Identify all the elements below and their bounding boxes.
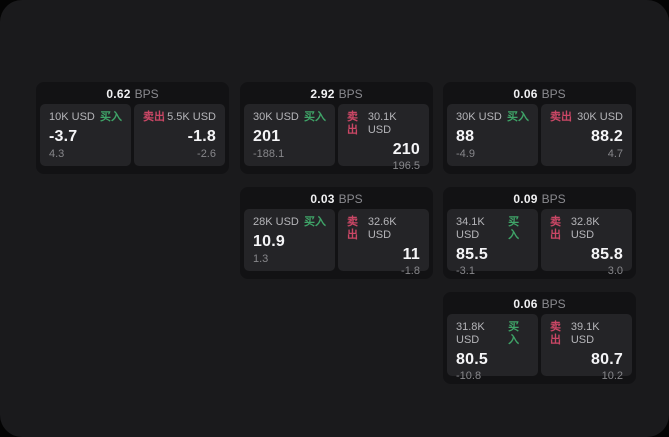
buy-amount: 28K USD	[253, 216, 299, 228]
buy-amount: 10K USD	[49, 111, 95, 123]
bps-unit-label: BPS	[134, 87, 159, 101]
sell-amount: 32.6K USD	[367, 216, 397, 241]
bps-unit-label: BPS	[541, 297, 566, 311]
buy-price: 10.9	[253, 233, 285, 250]
buy-side-label: 买入	[304, 216, 326, 228]
card-header: 0.09 BPS	[443, 187, 636, 209]
sell-side-label: 卖出	[347, 111, 358, 136]
sell-side-label: 卖出	[550, 216, 561, 241]
quote-card: 0.09 BPS 34.1K USD 买入 85.5 -3.1 卖出 32.8K…	[443, 187, 636, 279]
bps-unit-label: BPS	[541, 87, 566, 101]
buy-panel[interactable]: 30K USD 买入 88 -4.9	[447, 104, 538, 166]
bps-value: 0.62	[106, 87, 131, 101]
bps-value: 0.03	[310, 192, 335, 206]
quote-card: 2.92 BPS 30K USD 买入 201 -188.1 卖出 30.1K …	[240, 82, 433, 174]
sell-amount: 39.1K USD	[570, 321, 600, 346]
sell-sub-value: -1.8	[401, 265, 420, 277]
buy-side-label: 买入	[507, 111, 529, 123]
bps-value: 0.06	[513, 87, 538, 101]
bps-value: 0.09	[513, 192, 538, 206]
sell-amount: 30.1K USD	[367, 111, 397, 136]
sell-side-label: 卖出	[347, 216, 358, 241]
buy-price: 201	[253, 128, 281, 145]
card-header: 0.03 BPS	[240, 187, 433, 209]
quote-card: 0.06 BPS 31.8K USD 买入 80.5 -10.8 卖出 39.1…	[443, 292, 636, 384]
sell-price: 11	[402, 246, 420, 263]
buy-sub-value: 4.3	[49, 148, 65, 160]
quote-card: 0.62 BPS 10K USD 买入 -3.7 4.3 卖出 5.5K USD…	[36, 82, 229, 174]
quote-card: 0.06 BPS 30K USD 买入 88 -4.9 卖出 30K USD 8…	[443, 82, 636, 174]
buy-panel[interactable]: 10K USD 买入 -3.7 4.3	[40, 104, 131, 166]
buy-side-label: 买入	[508, 321, 520, 346]
bps-unit-label: BPS	[338, 192, 363, 206]
sell-side-label: 卖出	[550, 321, 561, 346]
sell-amount: 32.8K USD	[570, 216, 600, 241]
quote-card: 0.03 BPS 28K USD 买入 10.9 1.3 卖出 32.6K US…	[240, 187, 433, 279]
bps-value: 2.92	[310, 87, 335, 101]
sell-panel[interactable]: 卖出 32.8K USD 85.8 3.0	[541, 209, 632, 277]
card-header: 0.06 BPS	[443, 82, 636, 104]
buy-sub-value: -3.1	[456, 265, 475, 277]
buy-side-label: 买入	[100, 111, 122, 123]
bps-unit-label: BPS	[338, 87, 363, 101]
buy-panel[interactable]: 31.8K USD 买入 80.5 -10.8	[447, 314, 538, 382]
sell-panel[interactable]: 卖出 30K USD 88.2 4.7	[541, 104, 632, 166]
sell-price: 88.2	[591, 128, 623, 145]
sell-panel[interactable]: 卖出 32.6K USD 11 -1.8	[338, 209, 429, 277]
buy-amount: 30K USD	[456, 111, 502, 123]
sell-sub-value: -2.6	[197, 148, 216, 160]
sell-price: 85.8	[591, 246, 623, 263]
buy-sub-value: 1.3	[253, 253, 269, 265]
sell-sub-value: 3.0	[607, 265, 623, 277]
card-header: 2.92 BPS	[240, 82, 433, 104]
sell-amount: 30K USD	[577, 111, 623, 123]
card-header: 0.06 BPS	[443, 292, 636, 314]
card-header: 0.62 BPS	[36, 82, 229, 104]
buy-side-label: 买入	[304, 111, 326, 123]
sell-sub-value: 10.2	[601, 370, 623, 382]
buy-sub-value: -10.8	[456, 370, 482, 382]
sell-price: 210	[392, 141, 420, 158]
sell-price: -1.8	[187, 128, 216, 145]
buy-amount: 31.8K USD	[456, 321, 485, 346]
sell-side-label: 卖出	[143, 111, 165, 123]
buy-price: 80.5	[456, 351, 488, 368]
bps-value: 0.06	[513, 297, 538, 311]
buy-panel[interactable]: 34.1K USD 买入 85.5 -3.1	[447, 209, 538, 277]
buy-price: -3.7	[49, 128, 78, 145]
buy-panel[interactable]: 30K USD 买入 201 -188.1	[244, 104, 335, 166]
sell-panel[interactable]: 卖出 5.5K USD -1.8 -2.6	[134, 104, 225, 166]
sell-panel[interactable]: 卖出 30.1K USD 210 196.5	[338, 104, 429, 172]
buy-amount: 34.1K USD	[456, 216, 485, 241]
sell-sub-value: 196.5	[392, 160, 420, 172]
buy-sub-value: -4.9	[456, 148, 475, 160]
buy-side-label: 买入	[508, 216, 520, 241]
sell-panel[interactable]: 卖出 39.1K USD 80.7 10.2	[541, 314, 632, 382]
buy-panel[interactable]: 28K USD 买入 10.9 1.3	[244, 209, 335, 271]
sell-amount: 5.5K USD	[167, 111, 216, 123]
sell-side-label: 卖出	[550, 111, 572, 123]
sell-sub-value: 4.7	[607, 148, 623, 160]
buy-sub-value: -188.1	[253, 148, 285, 160]
bps-unit-label: BPS	[541, 192, 566, 206]
buy-price: 85.5	[456, 246, 488, 263]
sell-price: 80.7	[591, 351, 623, 368]
buy-amount: 30K USD	[253, 111, 299, 123]
buy-price: 88	[456, 128, 475, 145]
